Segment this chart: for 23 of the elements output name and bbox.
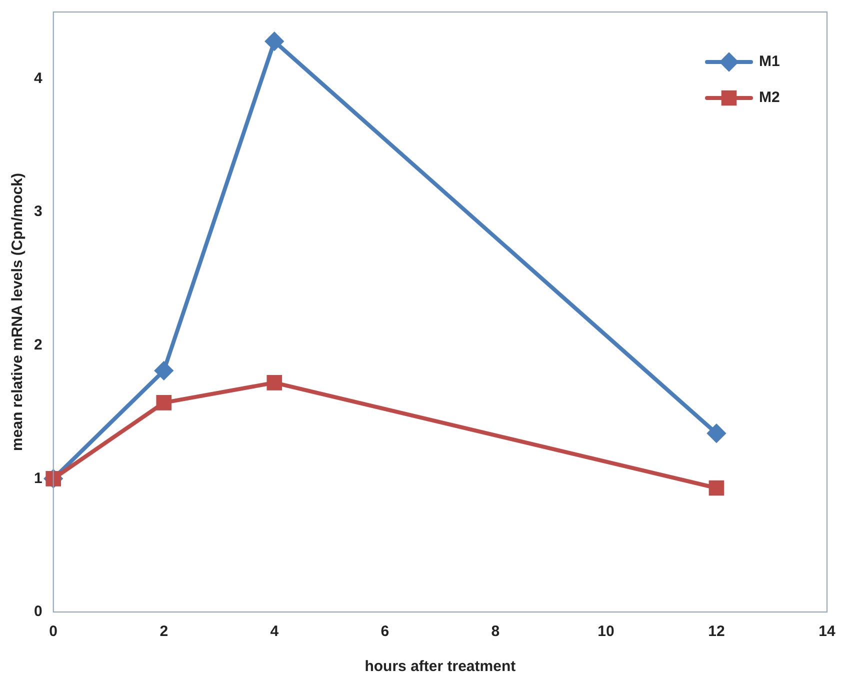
x-tick-label: 8 [491,623,500,640]
x-tick-label: 4 [270,623,280,640]
y-tick-label: 3 [34,203,42,220]
point [154,362,173,380]
y-tick-label: 4 [34,70,43,87]
x-tick-label: 6 [380,623,390,640]
x-axis-title: hours after treatment [364,658,516,676]
legend-label: M2 [759,89,780,106]
point [265,32,284,50]
x-tick-label: 12 [708,623,725,640]
x-tick-label: 2 [160,623,168,640]
y-tick-label: 1 [34,470,42,487]
x-tick-label: 10 [598,623,614,640]
y-tick-label: 0 [34,603,42,620]
point [156,395,172,410]
x-tick-label: 0 [49,623,58,640]
y-tick-label: 2 [34,336,42,354]
point [708,480,724,496]
x-tick-label: 14 [818,623,836,640]
point [266,375,282,390]
legend-label: M1 [759,53,780,70]
point [707,424,726,442]
y-axis-title: mean relative mRNA levels (Cpn/mock) [9,173,26,451]
